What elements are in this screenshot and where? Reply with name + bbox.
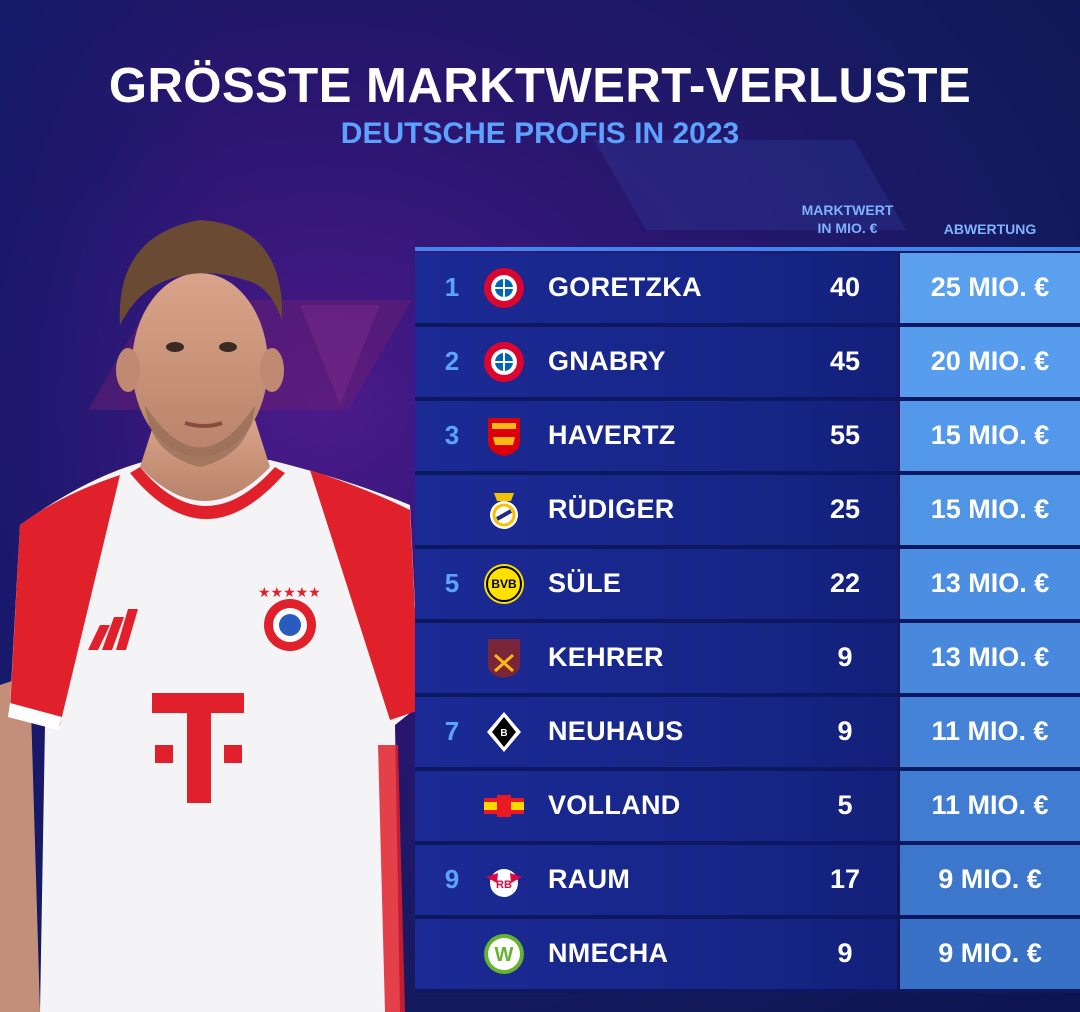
- table-row: VOLLAND 5 11 MIO. €: [415, 771, 1080, 845]
- svg-text:BVB: BVB: [491, 577, 517, 591]
- page-subtitle: DEUTSCHE PROFIS IN 2023: [340, 117, 740, 150]
- row-rank: 3: [444, 420, 460, 450]
- svg-text:RB: RB: [496, 879, 512, 891]
- row-separator: [415, 545, 1080, 549]
- player-name: HAVERTZ: [548, 420, 676, 450]
- row-separator: [415, 397, 1080, 401]
- table-row: 2 GNABRY 45 20 MIO. €: [415, 327, 1080, 401]
- west-ham-logo-icon: [483, 637, 525, 679]
- table-row: 9 RB RAUM 17 9 MIO. €: [415, 845, 1080, 919]
- player-photo: ★★★★★: [0, 205, 420, 1012]
- row-separator: [415, 323, 1080, 327]
- page-title: GRÖSSTE MARKTWERT-VERLUSTE: [108, 59, 972, 113]
- player-name: GORETZKA: [548, 272, 702, 302]
- row-separator: [415, 915, 1080, 919]
- devaluation-value: 9 MIO. €: [938, 864, 1042, 894]
- gladbach-logo-icon: B: [483, 711, 525, 753]
- table-row: 5 BVB SÜLE 22 13 MIO. €: [415, 549, 1080, 623]
- market-value: 25: [829, 494, 861, 524]
- row-separator: [415, 841, 1080, 845]
- svg-text:W: W: [495, 944, 514, 966]
- devaluation-value: 9 MIO. €: [938, 938, 1042, 968]
- devaluation-cell: 9 MIO. €: [900, 845, 1080, 915]
- devaluation-cell: 13 MIO. €: [900, 549, 1080, 619]
- player-name: VOLLAND: [548, 790, 681, 820]
- row-rank: 5: [444, 568, 460, 598]
- row-separator: [415, 471, 1080, 475]
- rb-leipzig-logo-icon: RB: [483, 859, 525, 901]
- devaluation-value: 15 MIO. €: [930, 420, 1050, 450]
- market-value: 9: [837, 642, 853, 672]
- player-name: GNABRY: [548, 346, 666, 376]
- column-header-marktwert-line1: MARKTWERT: [801, 202, 894, 218]
- player-name: SÜLE: [548, 568, 622, 598]
- devaluation-cell: 15 MIO. €: [900, 475, 1080, 545]
- market-value: 17: [829, 864, 861, 894]
- row-separator: [415, 619, 1080, 623]
- column-header-marktwert-line2: IN MIO. €: [817, 220, 878, 236]
- devaluation-cell: 9 MIO. €: [900, 919, 1080, 989]
- player-name: NEUHAUS: [548, 716, 684, 746]
- column-header-marktwert: MARKTWERT IN MIO. €: [790, 201, 905, 237]
- devaluation-value: 15 MIO. €: [930, 494, 1050, 524]
- bvb-logo-icon: BVB: [483, 563, 525, 605]
- market-value: 45: [829, 346, 861, 376]
- market-value: 55: [829, 420, 861, 450]
- devaluation-cell: 13 MIO. €: [900, 623, 1080, 693]
- market-value: 5: [837, 790, 853, 820]
- table-row: W NMECHA 9 9 MIO. €: [415, 919, 1080, 993]
- row-separator: [415, 693, 1080, 697]
- fc-bayern-logo-icon: [483, 341, 525, 383]
- row-rank: 9: [444, 864, 460, 894]
- row-separator: [415, 767, 1080, 771]
- svg-text:B: B: [500, 728, 507, 739]
- devaluation-cell: 15 MIO. €: [900, 401, 1080, 471]
- devaluation-value: 25 MIO. €: [930, 272, 1050, 302]
- player-name: RAUM: [548, 864, 631, 894]
- devaluation-value: 11 MIO. €: [931, 716, 1049, 746]
- real-madrid-logo-icon: [483, 489, 525, 531]
- table-row: 7 B NEUHAUS 9 11 MIO. €: [415, 697, 1080, 771]
- table-row: 3 HAVERTZ 55 15 MIO. €: [415, 401, 1080, 475]
- row-separator: [415, 989, 1080, 993]
- table-row: RÜDIGER 25 15 MIO. €: [415, 475, 1080, 549]
- market-value: 40: [829, 272, 861, 302]
- devaluation-cell: 25 MIO. €: [900, 253, 1080, 323]
- market-value: 9: [837, 938, 853, 968]
- devaluation-cell: 11 MIO. €: [900, 771, 1080, 841]
- union-berlin-logo-icon: [483, 785, 525, 827]
- devaluation-value: 13 MIO. €: [930, 642, 1050, 672]
- table-row: 1 GORETZKA 40 25 MIO. €: [415, 253, 1080, 327]
- market-value: 9: [837, 716, 853, 746]
- row-rank: 1: [444, 272, 460, 302]
- devaluation-cell: 20 MIO. €: [900, 327, 1080, 397]
- devaluation-value: 13 MIO. €: [930, 568, 1050, 598]
- table-top-line: [415, 247, 1080, 251]
- devaluation-value: 20 MIO. €: [930, 346, 1050, 376]
- fc-bayern-logo-icon: [483, 267, 525, 309]
- row-rank: 2: [444, 346, 460, 376]
- player-name: NMECHA: [548, 938, 669, 968]
- player-name: RÜDIGER: [548, 494, 675, 524]
- player-name: KEHRER: [548, 642, 664, 672]
- table-row: KEHRER 9 13 MIO. €: [415, 623, 1080, 697]
- svg-text:★★★★★: ★★★★★: [258, 585, 321, 601]
- wolfsburg-logo-icon: W: [483, 933, 525, 975]
- devaluation-cell: 11 MIO. €: [900, 697, 1080, 767]
- devaluation-value: 11 MIO. €: [931, 790, 1049, 820]
- row-rank: 7: [444, 716, 460, 746]
- market-value: 22: [829, 568, 861, 598]
- arsenal-logo-icon: [483, 415, 525, 457]
- ranking-table: 1 GORETZKA 40 25 MIO. € 2 GNABRY 45 20 M…: [415, 247, 1080, 1012]
- column-header-abwertung: ABWERTUNG: [943, 221, 1037, 237]
